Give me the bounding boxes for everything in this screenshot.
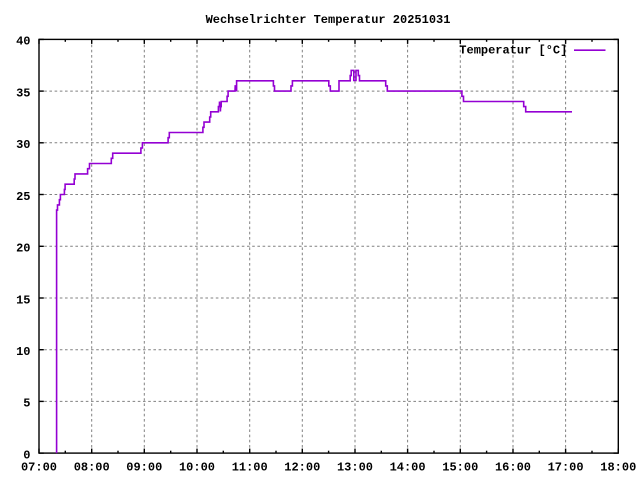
svg-text:15: 15 — [16, 293, 30, 307]
svg-text:30: 30 — [16, 138, 30, 152]
svg-text:14:00: 14:00 — [390, 461, 426, 475]
svg-text:20: 20 — [16, 242, 30, 256]
svg-text:35: 35 — [16, 86, 30, 100]
svg-text:40: 40 — [16, 35, 30, 49]
svg-text:10:00: 10:00 — [179, 461, 215, 475]
svg-text:12:00: 12:00 — [284, 461, 320, 475]
svg-text:Wechselrichter Temperatur 2025: Wechselrichter Temperatur 20251031 — [206, 13, 451, 27]
svg-text:16:00: 16:00 — [495, 461, 531, 475]
svg-text:0: 0 — [23, 448, 30, 462]
svg-text:10: 10 — [16, 345, 30, 359]
svg-text:13:00: 13:00 — [337, 461, 373, 475]
svg-text:25: 25 — [16, 190, 30, 204]
svg-text:15:00: 15:00 — [442, 461, 478, 475]
svg-text:5: 5 — [23, 397, 30, 411]
svg-text:09:00: 09:00 — [126, 461, 162, 475]
svg-text:11:00: 11:00 — [232, 461, 268, 475]
svg-text:17:00: 17:00 — [548, 461, 584, 475]
svg-text:08:00: 08:00 — [74, 461, 110, 475]
svg-text:18:00: 18:00 — [600, 461, 636, 475]
svg-text:Temperatur [°C]: Temperatur [°C] — [459, 44, 567, 58]
svg-text:07:00: 07:00 — [21, 461, 57, 475]
